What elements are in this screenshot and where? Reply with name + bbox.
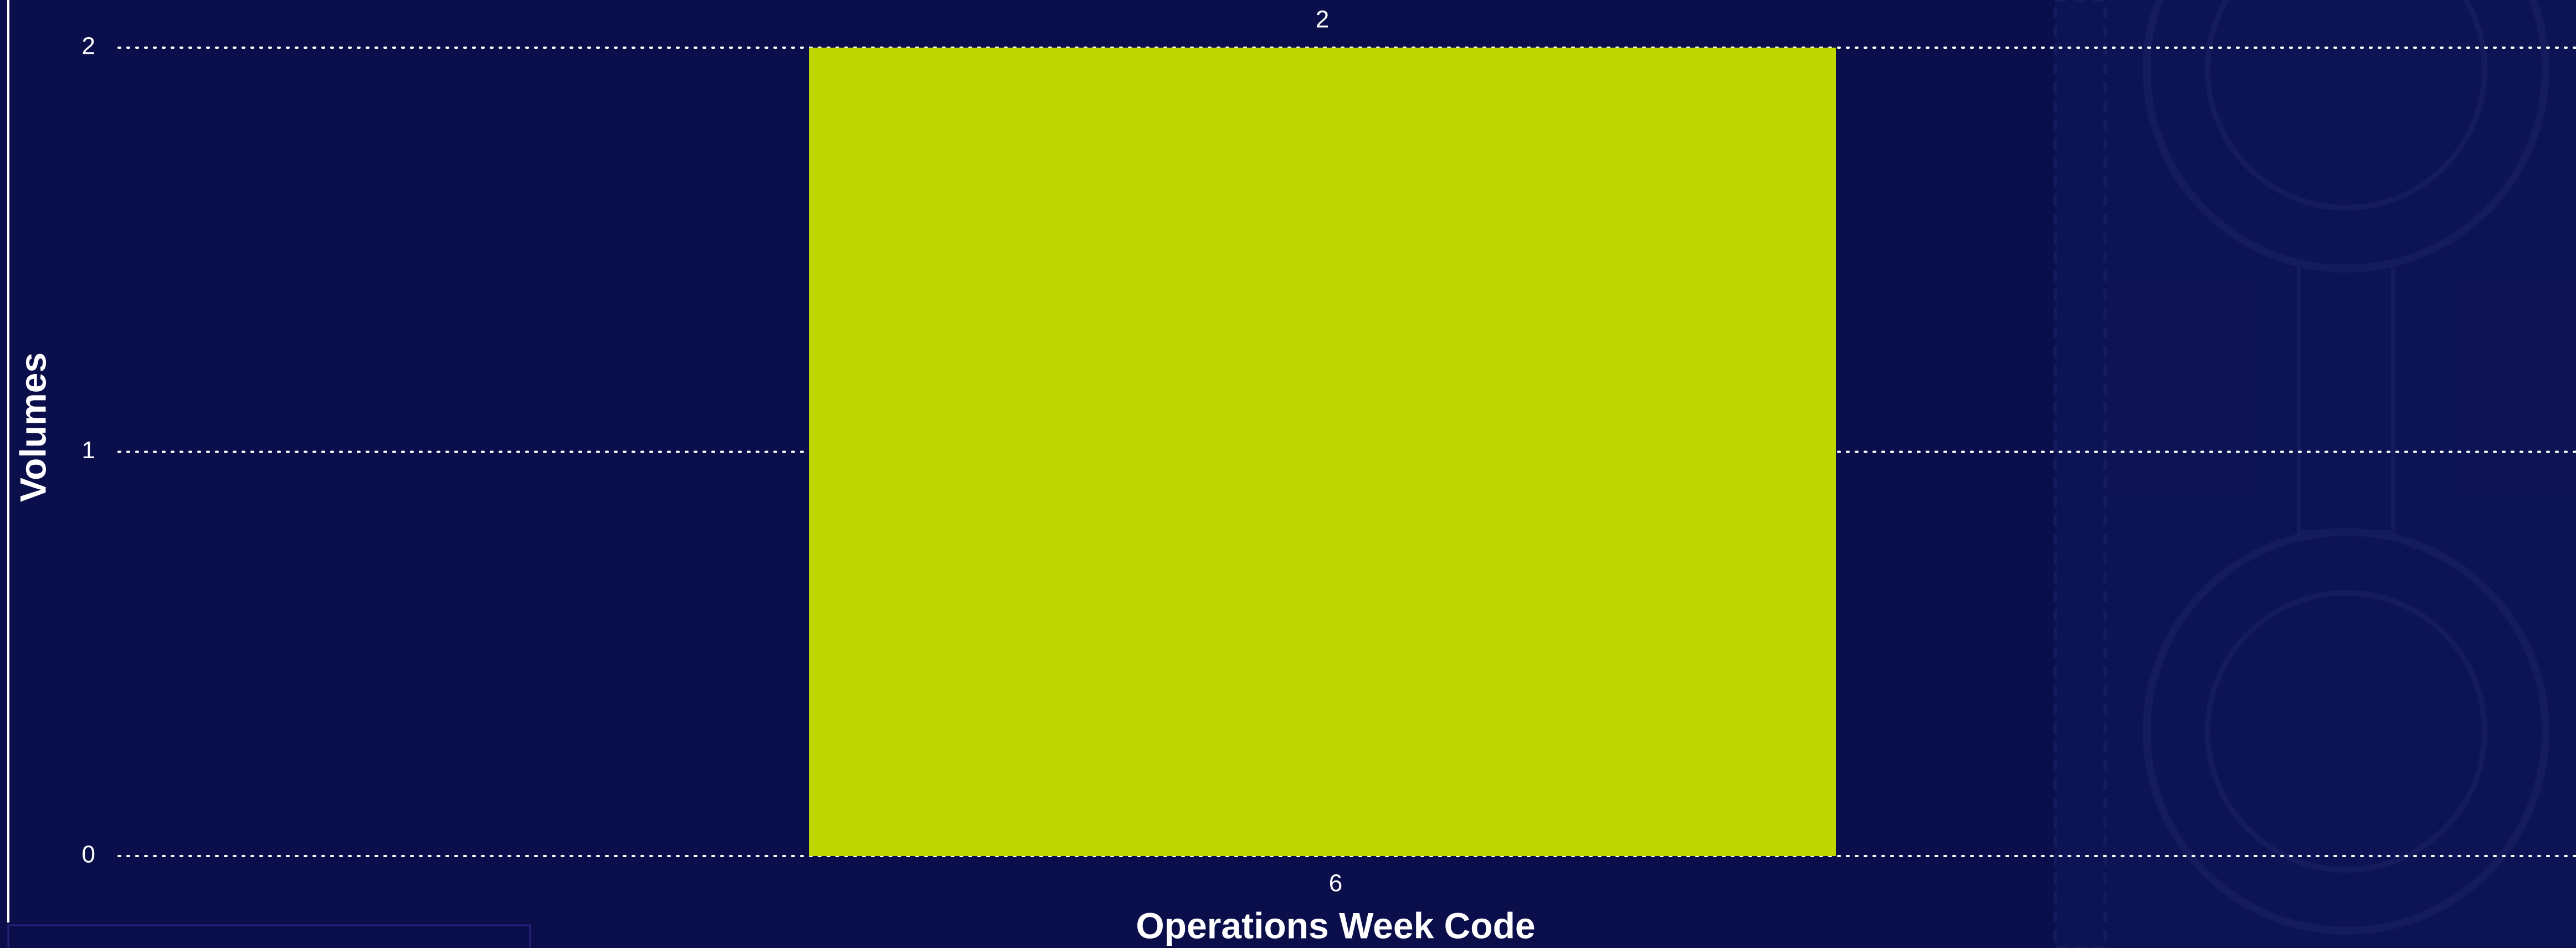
y-tick-label: 2 xyxy=(82,33,95,60)
bar xyxy=(808,48,1836,856)
y-tick-label: 0 xyxy=(82,841,95,868)
frame-box xyxy=(7,924,531,948)
data-label: 2 xyxy=(1316,6,1329,33)
x-axis-title: Operations Week Code xyxy=(1136,905,1535,946)
decorative-panel xyxy=(2054,0,2576,948)
y-tick-label: 1 xyxy=(82,437,95,464)
x-tick-label: 6 xyxy=(1329,870,1342,897)
y-axis-title: Volumes xyxy=(12,352,53,502)
